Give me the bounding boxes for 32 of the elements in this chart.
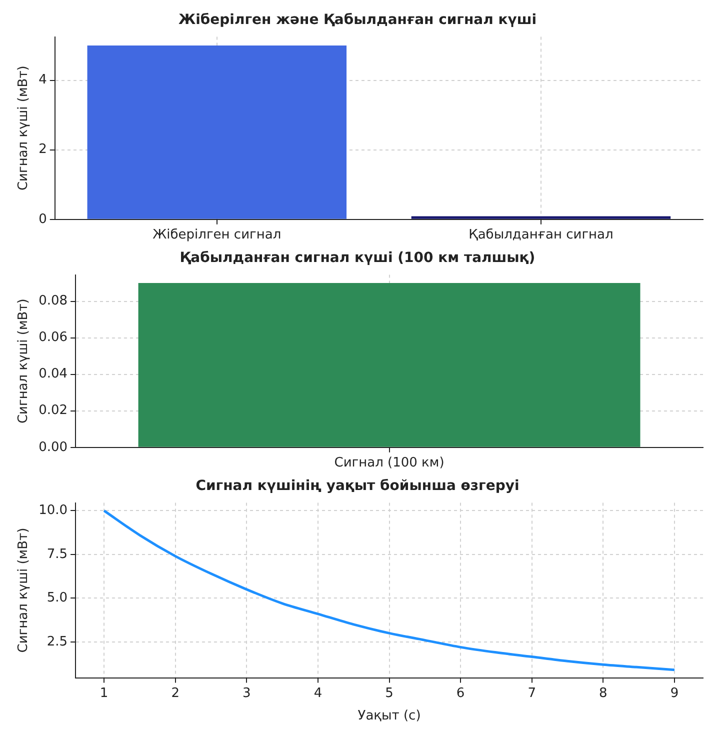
y-tick-label: 2.5 (46, 634, 68, 650)
x-tick-label: 5 (385, 686, 394, 701)
y-tick-label: 0.08 (38, 294, 68, 309)
x-tick-label: 4 (314, 686, 322, 701)
x-tick-label: 2 (171, 686, 180, 701)
y-tick-label: 10.0 (38, 503, 68, 518)
y-tick-label: 7.5 (46, 546, 68, 562)
y-axis-title: Сигнал күші (мВт) (16, 66, 32, 191)
y-tick-label: 0.02 (38, 403, 68, 418)
x-axis-title: Уақыт (с) (358, 708, 421, 724)
y-axis-title: Сигнал күші (мВт) (16, 528, 32, 653)
y-tick-label: 5.0 (46, 590, 68, 606)
x-tick-label: 8 (599, 686, 608, 701)
x-tick-label: Сигнал (100 км) (334, 456, 444, 471)
chart-title: Қабылданған сигнал күші (100 км талшық) (180, 250, 536, 266)
chart-title: Сигнал күшінің уақыт бойынша өзгеруі (196, 478, 520, 494)
y-axis-title: Сигнал күші (мВт) (16, 298, 32, 424)
y-tick-label: 0.06 (38, 330, 68, 346)
x-tick-label: 7 (528, 686, 536, 701)
y-tick-label: 4 (38, 72, 47, 88)
y-tick-label: 2 (38, 142, 47, 158)
chart-title: Жіберілген және Қабылданған сигнал күші (178, 12, 537, 28)
y-tick-label: 0.04 (38, 366, 68, 382)
x-tick-label: 9 (670, 686, 679, 701)
x-tick-label: 6 (456, 686, 465, 701)
x-tick-label: 1 (100, 686, 108, 701)
line-series (102, 509, 676, 672)
x-tick-label: Қабылданған сигнал (468, 228, 614, 243)
y-tick-label: 0 (38, 212, 47, 227)
x-tick-label: 3 (242, 686, 251, 701)
x-tick-label: Жіберілген сигнал (152, 228, 282, 243)
y-tick-label: 0.00 (38, 440, 68, 455)
